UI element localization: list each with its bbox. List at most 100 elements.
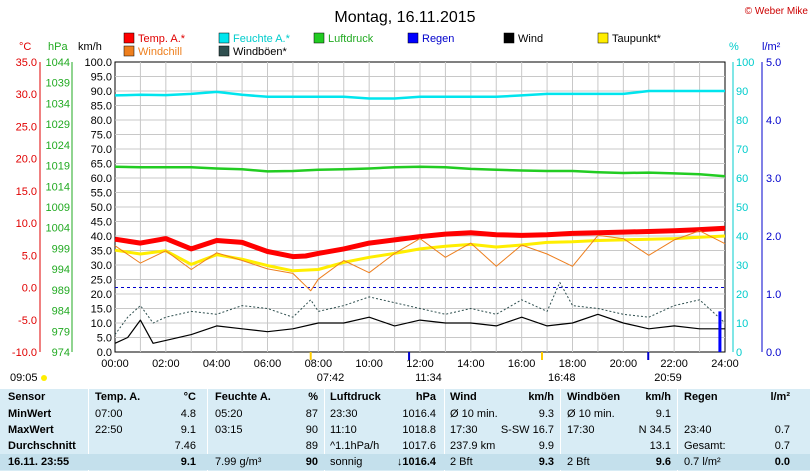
table-cell: Durchschnitt [8,440,76,452]
hpa-tick: 1019 [46,161,70,173]
sun-marker-time: 09:05 [10,372,38,384]
series-line [114,230,726,292]
kmh-tick: 0.0 [97,347,112,359]
kmh-tick: 70.0 [91,144,112,156]
kmh-tick: 80.0 [91,115,112,127]
rain-tick: 4.0 [766,115,781,127]
legend-swatch [123,32,135,44]
kmh-tick: 55.0 [91,188,112,200]
x-tick: 02:00 [152,358,180,370]
table-cell: Sensor [8,391,46,403]
kmh-tick: 45.0 [91,217,112,229]
chart-title: Montag, 16.11.2015 [334,9,475,26]
temp-tick: 30.0 [16,89,37,101]
x-tick: 04:00 [203,358,231,370]
sun-marker-time: 07:42 [317,372,345,384]
x-tick: 06:00 [254,358,282,370]
pct-tick: 90 [736,86,748,98]
temp-tick: -10.0 [12,347,37,359]
hpa-tick: 1029 [46,119,70,131]
legend-label: Windchill [138,46,182,58]
temp-tick: 20.0 [16,154,37,166]
pct-tick: 60 [736,173,748,185]
table-cell: hPa [415,391,436,403]
sun-icon [41,375,47,381]
pct-tick: 70 [736,144,748,156]
x-tick: 00:00 [101,358,129,370]
table-cell: 17:30 [567,424,595,436]
series-line [114,234,726,273]
table-cell: ^1.1hPa/h [330,440,380,452]
table-cell: 9.1 [655,408,671,420]
table-row: Durchschnitt 7.46 89 ^1.1hPa/h 1017.6 237.9 k… [0,438,810,454]
kmh-tick: 90.0 [91,86,112,98]
hpa-tick: 974 [52,347,70,359]
table-separator [88,389,89,471]
pct-tick: 30 [736,260,748,272]
series-line [114,165,726,178]
kmh-tick: 20.0 [91,289,112,301]
table-cell: 9.3 [538,456,554,468]
temp-tick: 35.0 [16,57,37,69]
table-cell: Ø 10 min. [450,408,498,420]
table-cell: 4.8 [180,408,196,420]
table-cell: 23:30 [330,408,358,420]
table-cell: l/m² [770,391,790,403]
kmh-unit: km/h [78,41,102,53]
rain-tick: 0.0 [766,347,781,359]
pct-tick: 10 [736,318,748,330]
table-row: MinWert 07:00 4.8 05:20 87 23:30 1016.4 Ø 10 mi… [0,406,810,422]
table-cell: Luftdruck [330,391,381,403]
table-cell: 9.6 [655,456,671,468]
sun-marker-time: 11:34 [415,372,442,384]
table-cell: 17:30 [450,424,478,436]
pct-tick: 0 [736,347,742,359]
table-cell: Windböen [567,391,621,403]
table-cell: Temp. A. [95,391,141,403]
table-cell: 87 [305,408,318,420]
table-cell: 03:15 [215,424,243,436]
chart-svg: Montag, 16.11.2015 © Weber Mike Temp. A.… [10,6,808,384]
table-cell: 7.46 [174,440,196,452]
legend-label: Wind [518,33,543,45]
table-cell: MinWert [8,408,52,420]
legend-swatch [123,45,135,57]
temp-tick: 5.0 [22,250,37,262]
table-cell: 9.3 [538,408,554,420]
x-tick: 10:00 [355,358,383,370]
pct-tick: 50 [736,202,748,214]
x-tick: 24:00 [711,358,739,370]
table-cell: 9.9 [538,440,554,452]
table-cell: sonnig [330,456,363,468]
temp-tick: 10.0 [16,218,37,230]
series [114,89,726,352]
table-separator [677,389,678,471]
table-cell: 07:00 [95,408,123,420]
pct-tick: 40 [736,231,748,243]
temp-tick: 15.0 [16,186,37,198]
hpa-tick: 999 [52,243,70,255]
hpa-tick: 994 [52,264,70,276]
table-separator [444,389,445,471]
table-cell: Wind [450,391,477,403]
table-cell: MaxWert [8,424,54,436]
legend-swatch [313,32,325,44]
kmh-tick: 50.0 [91,202,112,214]
hpa-tick: 1044 [46,57,70,69]
table-cell: 1017.6 [402,440,436,452]
table-cell: 22:50 [95,424,123,436]
rain-tick: 1.0 [766,289,781,301]
table-cell: 237.9 km [450,440,496,452]
x-tick: 12:00 [406,358,434,370]
table-cell: 05:20 [215,408,243,420]
x-tick: 16:00 [508,358,536,370]
kmh-tick: 95.0 [91,72,112,84]
kmh-tick: 60.0 [91,173,112,185]
series-line [114,225,726,260]
hpa-tick: 1014 [46,181,70,193]
sun-markers: 09:05 07:42 11:34 16:48 20:59 [10,352,682,384]
stats-table: Sensor Temp. A. °C Feuchte A.% Luftdruck hPa W… [0,389,810,471]
kmh-tick: 75.0 [91,130,112,142]
temp-tick: -5.0 [18,315,37,327]
temp-unit: °C [19,41,31,53]
